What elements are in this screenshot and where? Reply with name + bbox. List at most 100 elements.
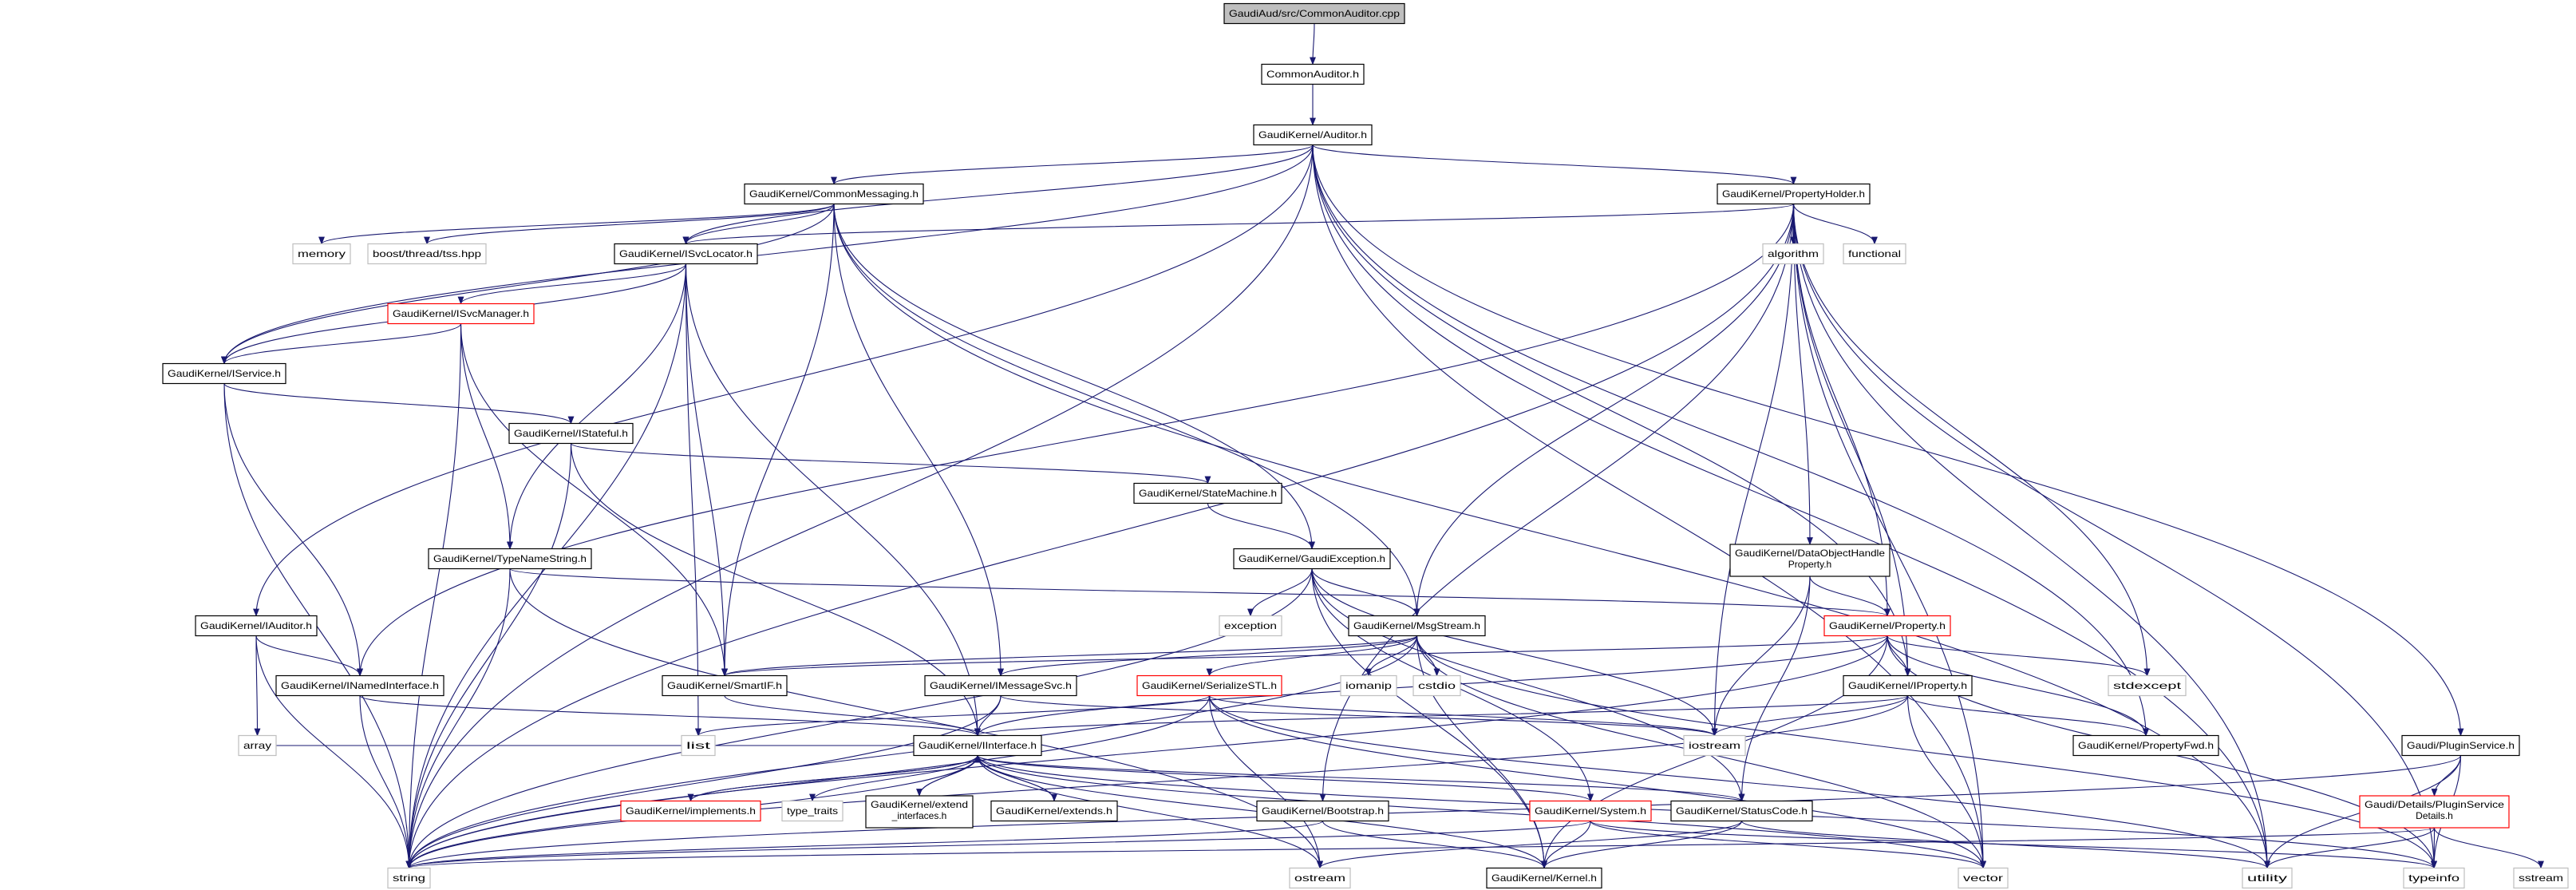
node-functional[interactable]: functional — [1843, 243, 1906, 265]
node-array[interactable]: array — [238, 734, 277, 757]
edge-property-to-propertyfwd — [1887, 635, 2149, 737]
edge-typenamestring-to-string — [405, 568, 511, 869]
node-ostream[interactable]: ostream — [1289, 867, 1351, 889]
edge-auditor-to-pluginservice — [1312, 144, 2464, 737]
node-vector[interactable]: vector — [1958, 867, 2009, 889]
edge-pluginservicedetails-to-string — [406, 827, 2436, 869]
node-memory[interactable]: memory — [292, 243, 351, 265]
node-kernel[interactable]: GaudiKernel/Kernel.h — [1486, 867, 1602, 889]
node-statuscode[interactable]: GaudiKernel/StatusCode.h — [1670, 800, 1813, 822]
node-auditor[interactable]: GaudiKernel/Auditor.h — [1253, 124, 1373, 146]
node-box — [162, 362, 286, 385]
edge-msgstream-to-imessagesvc — [998, 635, 1418, 677]
edge-iauditor-to-string — [255, 635, 413, 869]
node-extends[interactable]: GaudiKernel/extends.h — [990, 800, 1118, 822]
node-label: GaudiKernel/DataObjectHandle — [1735, 548, 1885, 559]
node-label: GaudiKernel/StateMachine.h — [1139, 488, 1277, 499]
node-label: GaudiKernel/IInterface.h — [919, 740, 1037, 751]
node-box — [387, 303, 535, 325]
edge-dohproperty-to-statuscode — [1738, 576, 1811, 802]
node-typetraits[interactable]: type_traits — [781, 800, 844, 822]
node-smartif[interactable]: GaudiKernel/SmartIF.h — [662, 674, 788, 697]
node-boosttss[interactable]: boost/thread/tss.hpp — [367, 243, 487, 265]
node-label: GaudiKernel/MsgStream.h — [1353, 620, 1480, 631]
node-imessagesvc[interactable]: GaudiKernel/IMessageSvc.h — [924, 674, 1077, 697]
node-isvclocator[interactable]: GaudiKernel/ISvcLocator.h — [614, 243, 758, 265]
node-typenamestring[interactable]: GaudiKernel/TypeNameString.h — [428, 548, 592, 570]
node-box — [1219, 615, 1282, 637]
node-isvcmanager[interactable]: GaudiKernel/ISvcManager.h — [387, 303, 535, 325]
node-pluginservice[interactable]: Gaudi/PluginService.h — [2401, 734, 2520, 757]
node-property[interactable]: GaudiKernel/Property.h — [1823, 615, 1951, 637]
edge-system-to-vector — [1590, 821, 1986, 869]
edge-serializestl-to-string — [405, 695, 1211, 869]
edge-pluginservice-to-string — [405, 755, 2462, 869]
node-label: functional — [1848, 248, 1901, 259]
node-bootstrap[interactable]: GaudiKernel/Bootstrap.h — [1256, 800, 1389, 822]
edge-bootstrap-to-string — [405, 821, 1324, 869]
node-iinterface[interactable]: GaudiKernel/IInterface.h — [913, 734, 1042, 757]
edge-auditor-to-string — [405, 144, 1314, 869]
node-label: string — [393, 872, 425, 884]
node-box — [238, 734, 277, 757]
edge-root-to-commonauditor — [1310, 23, 1316, 65]
node-iauditor[interactable]: GaudiKernel/IAuditor.h — [195, 615, 318, 637]
node-system[interactable]: GaudiKernel/System.h — [1529, 800, 1652, 822]
node-iservice[interactable]: GaudiKernel/IService.h — [162, 362, 286, 385]
node-algorithm[interactable]: algorithm — [1762, 243, 1824, 265]
edge-commonmessaging-to-iservice — [221, 204, 835, 365]
node-label: vector — [1963, 872, 2003, 884]
edge-iinterface-to-system — [977, 755, 1594, 802]
node-box — [2242, 867, 2293, 889]
node-propertyfwd[interactable]: GaudiKernel/PropertyFwd.h — [2072, 734, 2219, 757]
node-stdexcept[interactable]: stdexcept — [2108, 674, 2187, 697]
node-label: GaudiAud/src/CommonAuditor.cpp — [1229, 8, 1400, 19]
node-inamedinterface[interactable]: GaudiKernel/INamedInterface.h — [275, 674, 444, 697]
node-serializestl[interactable]: GaudiKernel/SerializeSTL.h — [1136, 674, 1282, 697]
node-propertyholder[interactable]: GaudiKernel/PropertyHolder.h — [1717, 183, 1871, 205]
edge-serializestl-to-ostream — [1208, 695, 1323, 869]
node-label: utility — [2247, 872, 2287, 884]
node-box — [681, 734, 716, 757]
node-extendinterfaces[interactable]: GaudiKernel/extend_interfaces.h — [865, 795, 974, 829]
node-label: CommonAuditor.h — [1266, 69, 1359, 80]
node-istateful[interactable]: GaudiKernel/IStateful.h — [508, 422, 634, 445]
node-box — [913, 734, 1042, 757]
node-utility[interactable]: utility — [2242, 867, 2293, 889]
node-statemachine[interactable]: GaudiKernel/StateMachine.h — [1133, 482, 1282, 504]
nodes-layer: GaudiAud/src/CommonAuditor.cpp CommonAudi… — [162, 2, 2569, 889]
node-box — [387, 867, 431, 889]
node-root[interactable]: GaudiAud/src/CommonAuditor.cpp — [1223, 2, 1405, 25]
node-box — [1223, 2, 1405, 25]
node-box — [275, 674, 444, 697]
node-sstream[interactable]: sstream — [2513, 867, 2569, 889]
edge-auditor-to-iproperty — [1312, 144, 1911, 677]
node-label: iostream — [1689, 740, 1740, 751]
node-gaudiexception[interactable]: GaudiKernel/GaudiException.h — [1233, 548, 1391, 570]
edge-iservice-to-inamedinterface — [223, 383, 363, 677]
node-label: GaudiKernel/INamedInterface.h — [281, 680, 439, 691]
node-iostream[interactable]: iostream — [1683, 734, 1746, 757]
node-exception[interactable]: exception — [1219, 615, 1282, 637]
edge-isvcmanager-to-typenamestring — [460, 323, 513, 550]
edge-gaudiexception-to-statuscode — [1311, 568, 1745, 802]
node-commonauditor[interactable]: CommonAuditor.h — [1261, 63, 1365, 85]
node-implements[interactable]: GaudiKernel/implements.h — [620, 800, 761, 822]
node-iomanip[interactable]: iomanip — [1340, 674, 1397, 697]
node-box — [990, 800, 1118, 822]
node-string[interactable]: string — [387, 867, 431, 889]
node-msgstream[interactable]: GaudiKernel/MsgStream.h — [1348, 615, 1486, 637]
node-label: _interfaces.h — [891, 810, 947, 821]
edge-isvcmanager-to-smartif — [460, 323, 728, 677]
node-cstdio[interactable]: cstdio — [1412, 674, 1461, 697]
node-iproperty[interactable]: GaudiKernel/IProperty.h — [1843, 674, 1973, 697]
node-label: array — [243, 740, 271, 751]
node-list[interactable]: list — [681, 734, 716, 757]
node-typeinfo[interactable]: typeinfo — [2403, 867, 2465, 889]
node-box — [1261, 63, 1365, 85]
edge-istateful-to-statemachine — [570, 443, 1211, 485]
node-commonmessaging[interactable]: GaudiKernel/CommonMessaging.h — [744, 183, 924, 205]
